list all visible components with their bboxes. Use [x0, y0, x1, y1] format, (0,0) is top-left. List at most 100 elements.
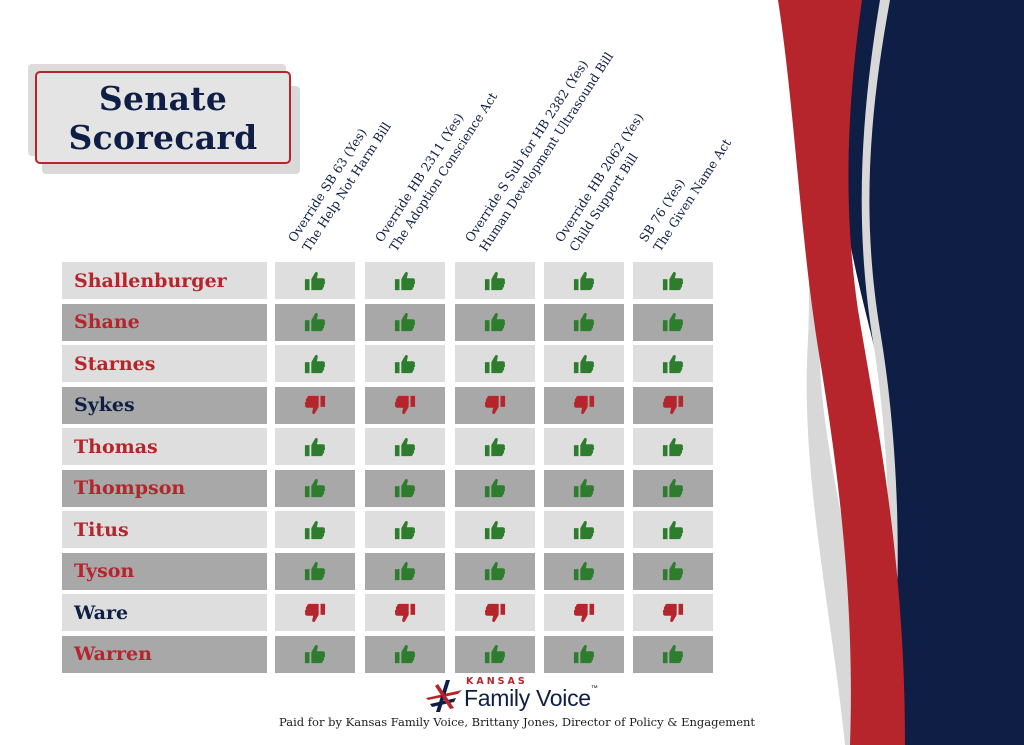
- senator-name-cell: Starnes: [62, 345, 267, 382]
- thumbs-up-icon: [394, 271, 416, 290]
- vote-cell: [455, 386, 535, 424]
- vote-cell: [633, 428, 713, 465]
- senator-name-cell: Warren: [62, 635, 267, 673]
- thumbs-up-icon: [304, 354, 326, 373]
- vote-cell: [633, 511, 713, 548]
- vote-cell: [275, 303, 355, 341]
- vote-cell: [275, 386, 355, 424]
- vote-cell: [633, 552, 713, 590]
- vote-cell: [633, 386, 713, 424]
- senator-name-cell: Ware: [62, 594, 267, 631]
- senator-name-cell: Tyson: [62, 552, 267, 590]
- vote-cell: [455, 428, 535, 465]
- vote-cell: [455, 552, 535, 590]
- thumbs-up-icon: [662, 312, 684, 332]
- thumbs-up-icon: [573, 520, 595, 539]
- thumbs-up-icon: [662, 561, 684, 581]
- thumbs-up-icon: [573, 437, 595, 456]
- vote-cell: [633, 345, 713, 382]
- senator-name-cell: Titus: [62, 511, 267, 548]
- thumbs-up-icon: [573, 644, 595, 664]
- vote-cell: [275, 345, 355, 382]
- kansas-family-voice-logo: KANSAS Family Voice™: [424, 676, 604, 716]
- thumbs-up-icon: [484, 644, 506, 664]
- vote-cell: [455, 303, 535, 341]
- thumbs-down-icon: [394, 395, 416, 415]
- logo-main: Family Voice: [464, 685, 591, 711]
- senator-name-cell: Sykes: [62, 386, 267, 424]
- thumbs-up-icon: [573, 354, 595, 373]
- thumbs-down-icon: [573, 603, 595, 622]
- thumbs-up-icon: [304, 520, 326, 539]
- thumbs-down-icon: [304, 603, 326, 622]
- thumbs-up-icon: [394, 561, 416, 581]
- vote-cell: [365, 552, 445, 590]
- vote-cell: [544, 552, 624, 590]
- navy-panel: [835, 0, 1024, 745]
- thumbs-up-icon: [484, 520, 506, 539]
- thumbs-down-icon: [484, 603, 506, 622]
- vote-cell: [455, 594, 535, 631]
- thumbs-up-icon: [662, 437, 684, 456]
- vote-cell: [365, 262, 445, 299]
- vote-cell: [544, 262, 624, 299]
- thumbs-up-icon: [304, 437, 326, 456]
- vote-cell: [544, 303, 624, 341]
- logo-trademark: ™: [590, 685, 598, 692]
- senator-name-cell: Thompson: [62, 469, 267, 507]
- vote-cell: [275, 469, 355, 507]
- thumbs-up-icon: [304, 312, 326, 332]
- vote-cell: [544, 594, 624, 631]
- vote-cell: [365, 428, 445, 465]
- vote-cell: [455, 262, 535, 299]
- thumbs-up-icon: [662, 478, 684, 498]
- senator-name-cell: Thomas: [62, 428, 267, 465]
- vote-cell: [275, 635, 355, 673]
- thumbs-up-icon: [484, 354, 506, 373]
- footer-disclaimer: Paid for by Kansas Family Voice, Brittan…: [279, 715, 756, 729]
- vote-cell: [544, 469, 624, 507]
- vote-cell: [633, 303, 713, 341]
- thumbs-up-icon: [394, 478, 416, 498]
- red-swoosh: [778, 0, 905, 745]
- vote-cell: [365, 511, 445, 548]
- thumbs-up-icon: [662, 644, 684, 664]
- thumbs-up-icon: [304, 561, 326, 581]
- thumbs-up-icon: [662, 271, 684, 290]
- vote-cell: [544, 511, 624, 548]
- thumbs-up-icon: [394, 312, 416, 332]
- thumbs-up-icon: [662, 354, 684, 373]
- thumbs-up-icon: [394, 520, 416, 539]
- thumbs-up-icon: [573, 478, 595, 498]
- thumbs-up-icon: [484, 312, 506, 332]
- vote-cell: [365, 469, 445, 507]
- vote-cell: [544, 386, 624, 424]
- thumbs-up-icon: [484, 478, 506, 498]
- vote-cell: [365, 303, 445, 341]
- vote-cell: [365, 345, 445, 382]
- vote-cell: [633, 262, 713, 299]
- vote-cell: [633, 594, 713, 631]
- logo-kansas-text: KANSAS: [466, 676, 528, 687]
- vote-cell: [544, 345, 624, 382]
- thumbs-up-icon: [394, 354, 416, 373]
- thumbs-up-icon: [484, 561, 506, 581]
- thumbs-up-icon: [304, 644, 326, 664]
- vote-cell: [455, 511, 535, 548]
- thumbs-down-icon: [662, 603, 684, 622]
- vote-cell: [633, 635, 713, 673]
- thumbs-up-icon: [662, 520, 684, 539]
- vote-cell: [544, 635, 624, 673]
- thumbs-down-icon: [662, 395, 684, 415]
- thumbs-up-icon: [394, 644, 416, 664]
- thumbs-up-icon: [484, 437, 506, 456]
- vote-cell: [365, 594, 445, 631]
- vote-cell: [455, 345, 535, 382]
- thumbs-up-icon: [394, 437, 416, 456]
- vote-cell: [544, 428, 624, 465]
- vote-cell: [275, 594, 355, 631]
- thumbs-up-icon: [573, 561, 595, 581]
- title-line-2: Scorecard: [68, 117, 258, 157]
- thumbs-down-icon: [394, 603, 416, 622]
